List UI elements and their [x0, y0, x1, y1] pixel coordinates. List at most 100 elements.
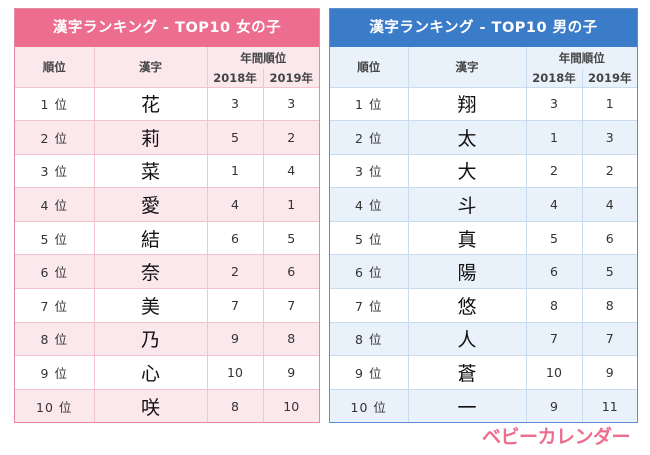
boys-ranking-title: 漢字ランキング - TOP10 男の子 [330, 9, 637, 47]
rank-cell: 3 位 [330, 153, 408, 188]
kanji-cell: 翔 [407, 86, 526, 121]
girls-ranking-panel: 漢字ランキング - TOP10 女の子 順位 漢字 年間順位 2018年 201… [14, 8, 320, 424]
rank-2018-cell: 4 [525, 187, 582, 222]
rank-2018-cell: 8 [525, 288, 582, 323]
kanji-cell: 斗 [407, 187, 526, 222]
rank-cell: 9 位 [330, 355, 408, 390]
rank-cell: 5 位 [330, 220, 408, 255]
kanji-cell: 真 [407, 220, 526, 255]
rank-2018-cell: 9 [525, 388, 582, 423]
rank-2019-cell: 5 [581, 254, 637, 289]
kanji-cell: 結 [93, 220, 207, 255]
rank-2018-cell: 1 [525, 120, 582, 155]
rank-cell: 1 位 [15, 86, 94, 121]
kanji-cell: 人 [407, 321, 526, 356]
rank-cell: 4 位 [330, 187, 408, 222]
rank-cell: 4 位 [15, 187, 94, 222]
rank-2019-cell: 10 [262, 388, 319, 423]
rank-cell: 3 位 [15, 153, 94, 188]
kanji-cell: 悠 [407, 288, 526, 323]
rank-2018-cell: 7 [525, 321, 582, 356]
rank-2018-cell: 6 [525, 254, 582, 289]
rank-2019-cell: 7 [581, 321, 637, 356]
boys-header-annual: 年間順位 [525, 47, 637, 69]
table-row: 9 位心 10 9 [15, 355, 319, 390]
rank-2018-cell: 5 [525, 220, 582, 255]
kanji-cell: 莉 [93, 120, 207, 155]
rank-2019-cell: 9 [581, 355, 637, 390]
rank-2018-cell: 4 [206, 187, 263, 222]
rank-2018-cell: 2 [525, 153, 582, 188]
rank-2019-cell: 9 [262, 355, 319, 390]
kanji-cell: 菜 [93, 153, 207, 188]
rank-cell: 8 位 [15, 321, 94, 356]
rank-2019-cell: 3 [581, 120, 637, 155]
kanji-cell: 咲 [93, 388, 207, 423]
rank-2018-cell: 1 [206, 153, 263, 188]
table-row: 10 位咲 8 10 [15, 388, 319, 423]
rank-2018-cell: 5 [206, 120, 263, 155]
table-row: 10 位一 9 11 [330, 388, 637, 423]
rank-cell: 2 位 [330, 120, 408, 155]
rank-cell: 2 位 [15, 120, 94, 155]
girls-ranking-title: 漢字ランキング - TOP10 女の子 [15, 9, 319, 47]
baby-calendar-logo: ベビーカレンダー [481, 426, 631, 448]
rank-cell: 1 位 [330, 86, 408, 121]
rank-2018-cell: 10 [525, 355, 582, 390]
boys-header-2019: 2019年 [581, 69, 637, 87]
rank-2018-cell: 7 [206, 288, 263, 323]
rank-2019-cell: 3 [262, 86, 319, 121]
kanji-cell: 奈 [93, 254, 207, 289]
rank-2019-cell: 1 [262, 187, 319, 222]
rank-cell: 6 位 [15, 254, 94, 289]
kanji-cell: 美 [93, 288, 207, 323]
girls-header-annual: 年間順位 [206, 47, 319, 69]
rank-2019-cell: 4 [581, 187, 637, 222]
boys-header-rank: 順位 [330, 47, 408, 87]
rank-2018-cell: 3 [525, 86, 582, 121]
kanji-cell: 陽 [407, 254, 526, 289]
rank-2019-cell: 5 [262, 220, 319, 255]
rank-cell: 6 位 [330, 254, 408, 289]
boys-header-2018: 2018年 [525, 69, 582, 87]
rank-2019-cell: 2 [262, 120, 319, 155]
rank-2019-cell: 8 [581, 288, 637, 323]
rank-2019-cell: 1 [581, 86, 637, 121]
rank-2019-cell: 7 [262, 288, 319, 323]
rank-2018-cell: 3 [206, 86, 263, 121]
kanji-cell: 大 [407, 153, 526, 188]
rank-2018-cell: 2 [206, 254, 263, 289]
rank-2019-cell: 2 [581, 153, 637, 188]
kanji-cell: 蒼 [407, 355, 526, 390]
kanji-cell: 太 [407, 120, 526, 155]
girls-header-2018: 2018年 [206, 69, 263, 87]
rank-2018-cell: 9 [206, 321, 263, 356]
girls-header-2019: 2019年 [262, 69, 319, 87]
rank-cell: 7 位 [330, 288, 408, 323]
kanji-cell: 心 [93, 355, 207, 390]
rank-2019-cell: 4 [262, 153, 319, 188]
girls-header-rank: 順位 [15, 47, 94, 87]
rank-cell: 10 位 [330, 388, 408, 423]
kanji-cell: 一 [407, 388, 526, 423]
rank-2019-cell: 11 [581, 388, 637, 423]
rank-cell: 7 位 [15, 288, 94, 323]
kanji-cell: 愛 [93, 187, 207, 222]
rank-cell: 5 位 [15, 220, 94, 255]
boys-header-kanji: 漢字 [407, 47, 526, 87]
kanji-cell: 花 [93, 86, 207, 121]
rank-2018-cell: 6 [206, 220, 263, 255]
rank-2019-cell: 8 [262, 321, 319, 356]
